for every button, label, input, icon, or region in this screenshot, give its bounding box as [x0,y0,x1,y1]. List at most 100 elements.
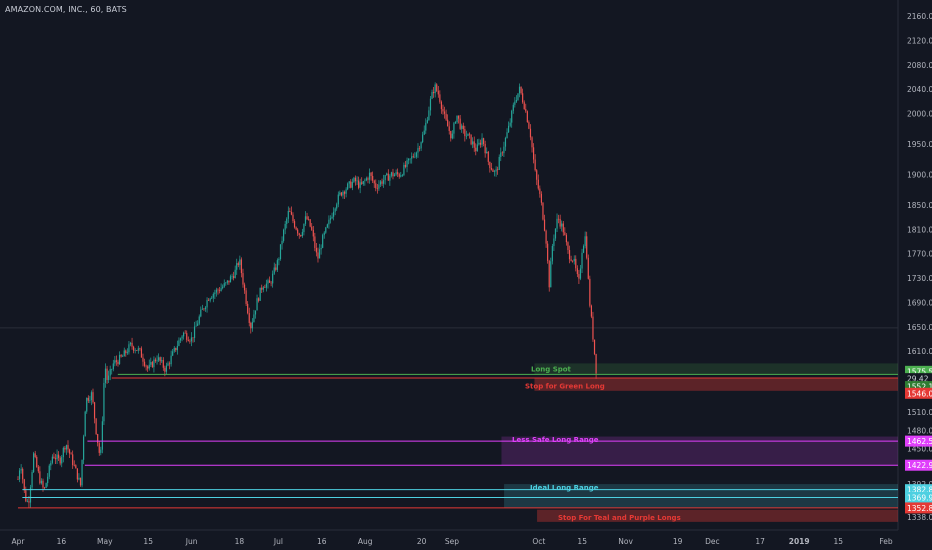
x-tick-label-0: Apr [12,537,26,546]
candle-body [161,360,163,362]
candle-body [143,361,146,366]
candle-body [367,178,369,180]
candle-body [253,314,255,323]
candle-body [101,421,103,450]
y-tick-label-6: 1900.00 [907,170,932,179]
candle-body [387,173,389,181]
candle-body [548,260,550,288]
candle-body [328,219,330,225]
candle-body [478,142,480,145]
x-tick-label-16: 17 [755,537,765,546]
candle-body [592,316,594,340]
candle-body [54,458,57,460]
candle-body [400,175,402,177]
candle-body [336,204,338,209]
candle-body [258,298,260,301]
x-tick-label-8: Aug [358,537,373,546]
candle-body [539,188,541,194]
candle-body [323,232,325,236]
candle-body [359,182,361,188]
candle-body [561,223,563,227]
price-label-8: 1352.89 [907,504,932,513]
candle-body [211,297,213,299]
candle-body [504,138,507,147]
candle-body [306,216,308,220]
candle-body [454,122,457,124]
candle-body [501,152,503,154]
candle-body [593,339,596,355]
candle-body [461,125,463,129]
candle-body [140,348,143,358]
candle-body [26,501,28,502]
candle-body [525,109,527,112]
candle-body [484,143,486,154]
candle-body [79,477,82,486]
candle-body [50,462,52,466]
candle-body [122,356,124,357]
candle-body [73,465,75,466]
candle-body [98,443,100,453]
candle-body [440,101,443,110]
candle-body [200,309,202,317]
candle-body [322,235,324,248]
candle-body [526,111,528,123]
level-label-2: Less Safe Long Range [512,436,599,444]
candle-body [408,158,410,161]
candle-body [106,368,108,380]
candle-body [287,210,289,219]
candle-body [118,354,121,365]
candle-body [131,342,133,347]
candle-body [465,135,468,137]
candle-body [422,134,424,143]
candle-body [64,447,66,450]
candle-body [473,141,475,148]
candle-body [540,193,543,203]
candle-body [451,133,453,139]
candle-body [256,298,258,311]
price-label-bg-7 [905,492,932,504]
candle-body [443,111,446,114]
candle-body [193,326,196,338]
candle-body [490,168,493,170]
candle-body [281,240,283,245]
candle-body [272,273,274,284]
candle-body [559,218,561,227]
candle-body [181,336,183,339]
candle-body [290,211,293,215]
candle-body [503,146,505,154]
candle-body [409,158,411,160]
candle-body [183,332,185,337]
level-label-6: Stop For Teal and Purple Longs [558,514,681,522]
candle-body [70,453,72,455]
candle-body [582,246,585,253]
candle-body [250,322,252,329]
y-tick-label-4: 2000.00 [907,110,932,119]
y-tick-label-13: 1610.00 [907,347,932,356]
candle-body [103,382,105,422]
candle-body [557,218,560,220]
candle-body [389,175,391,181]
candle-body [428,110,430,121]
candle-body [554,228,557,239]
price-label-bg-2 [905,381,932,393]
candle-body [309,219,311,227]
candle-body [333,211,335,217]
candle-body [384,175,386,181]
candle-body [239,259,241,266]
candle-body [201,308,203,310]
candle-body [218,290,221,292]
candle-body [154,359,157,362]
candle-body [420,142,422,149]
candle-body [293,221,296,228]
candle-body [401,175,403,176]
candle-body [62,447,64,458]
candle-body [129,342,132,345]
candle-body [265,283,268,288]
candle-body [209,298,211,301]
candle-body [270,282,272,284]
candle-body [317,252,319,259]
candle-body [358,180,360,188]
candle-body [512,104,514,111]
candle-body [447,119,449,127]
